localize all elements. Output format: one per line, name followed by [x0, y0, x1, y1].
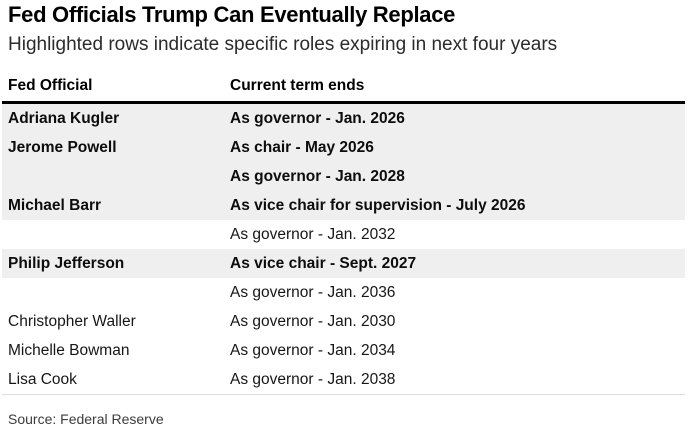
official-name-cell: Michael Barr [8, 197, 102, 214]
chart-subtitle: Highlighted rows indicate specific roles… [8, 34, 558, 55]
fed-officials-table-graphic: Fed Officials Trump Can Eventually Repla… [2, 2, 685, 427]
official-name-cell: Michelle Bowman [8, 342, 130, 359]
term-ends-cell: As governor - Jan. 2030 [230, 313, 396, 330]
term-ends-cell: As governor - Jan. 2032 [230, 226, 396, 243]
fed-officials-table: Fed Official Current term ends Adriana K… [2, 75, 685, 395]
term-ends-cell: As vice chair - Sept. 2027 [230, 255, 417, 272]
term-ends-cell: As governor - Jan. 2036 [230, 284, 396, 301]
source-note: Source: Federal Reserve [8, 411, 164, 427]
official-name-cell: Jerome Powell [8, 139, 117, 156]
term-ends-cell: As vice chair for supervision - July 202… [230, 197, 526, 214]
term-ends-cell: As governor - Jan. 2034 [230, 342, 396, 359]
table-header: Fed Official Current term ends [2, 75, 685, 104]
table-row: As governor - Jan. 2028 [2, 162, 685, 191]
official-name-cell: Christopher Waller [8, 313, 136, 330]
term-ends-cell: As governor - Jan. 2038 [230, 371, 396, 388]
table-row: Philip Jefferson As vice chair - Sept. 2… [2, 249, 685, 278]
official-name-cell [8, 220, 230, 249]
table-row: Michael Barr As vice chair for supervisi… [2, 191, 685, 220]
chart-title: Fed Officials Trump Can Eventually Repla… [8, 2, 456, 27]
table-row: As governor - Jan. 2036 [2, 278, 685, 307]
column-header-official: Fed Official [8, 77, 93, 94]
term-ends-cell: As chair - May 2026 [230, 139, 374, 156]
official-name-cell: Philip Jefferson [8, 255, 125, 272]
table-row: As governor - Jan. 2032 [2, 220, 685, 249]
term-ends-cell: As governor - Jan. 2028 [230, 168, 405, 185]
column-header-term: Current term ends [230, 77, 365, 94]
table-row: Michelle Bowman As governor - Jan. 2034 [2, 336, 685, 365]
table-row: Lisa Cook As governor - Jan. 2038 [2, 365, 685, 394]
official-name-cell [8, 278, 230, 307]
official-name-cell [8, 162, 230, 191]
official-name-cell: Adriana Kugler [8, 110, 120, 127]
table-row: Jerome Powell As chair - May 2026 [2, 133, 685, 162]
official-name-cell: Lisa Cook [8, 371, 77, 388]
table-row: Christopher Waller As governor - Jan. 20… [2, 307, 685, 336]
table-row: Adriana Kugler As governor - Jan. 2026 [2, 104, 685, 133]
term-ends-cell: As governor - Jan. 2026 [230, 110, 405, 127]
